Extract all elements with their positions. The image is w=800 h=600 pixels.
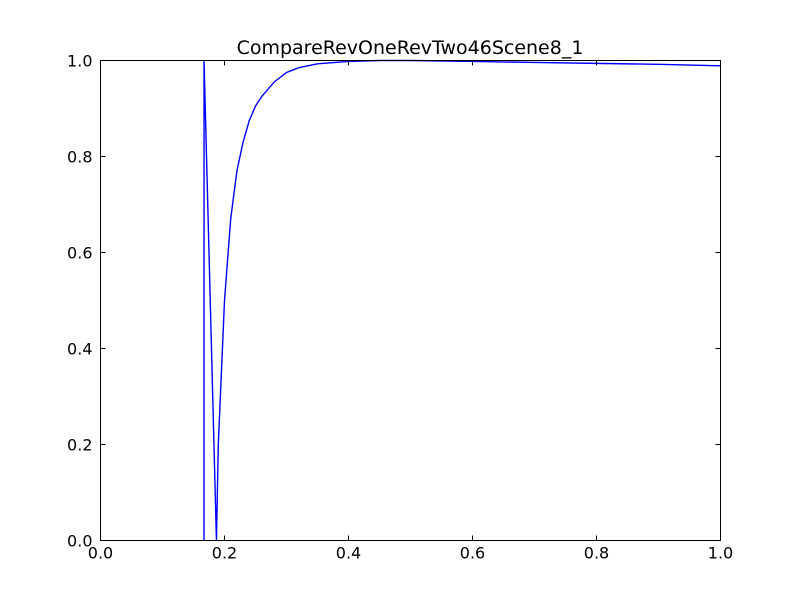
- y-tick-label: 0.8: [67, 148, 92, 167]
- x-tick-label: 0.2: [212, 544, 237, 563]
- y-tick-label: 1.0: [67, 52, 92, 71]
- plot-frame: [100, 60, 721, 541]
- x-tick-label: 0.0: [88, 544, 113, 563]
- x-axis: 0.0 0.2 0.4 0.6 0.8 1.0: [88, 60, 733, 563]
- x-tick-label: 0.4: [336, 544, 361, 563]
- chart-title: CompareRevOneRevTwo46Scene8_1: [237, 37, 584, 59]
- y-tick-label: 0.0: [67, 532, 92, 551]
- series-layer: [203, 59, 721, 541]
- series-line-1: [203, 59, 721, 541]
- x-tick-label: 0.8: [584, 544, 609, 563]
- y-tick-label: 0.4: [67, 340, 92, 359]
- y-tick-label: 0.6: [67, 244, 92, 263]
- y-tick-label: 0.2: [67, 436, 92, 455]
- y-axis: 0.0 0.2 0.4 0.6 0.8 1.0: [67, 52, 721, 551]
- x-tick-label: 0.6: [460, 544, 485, 563]
- x-tick-label: 1.0: [708, 544, 733, 563]
